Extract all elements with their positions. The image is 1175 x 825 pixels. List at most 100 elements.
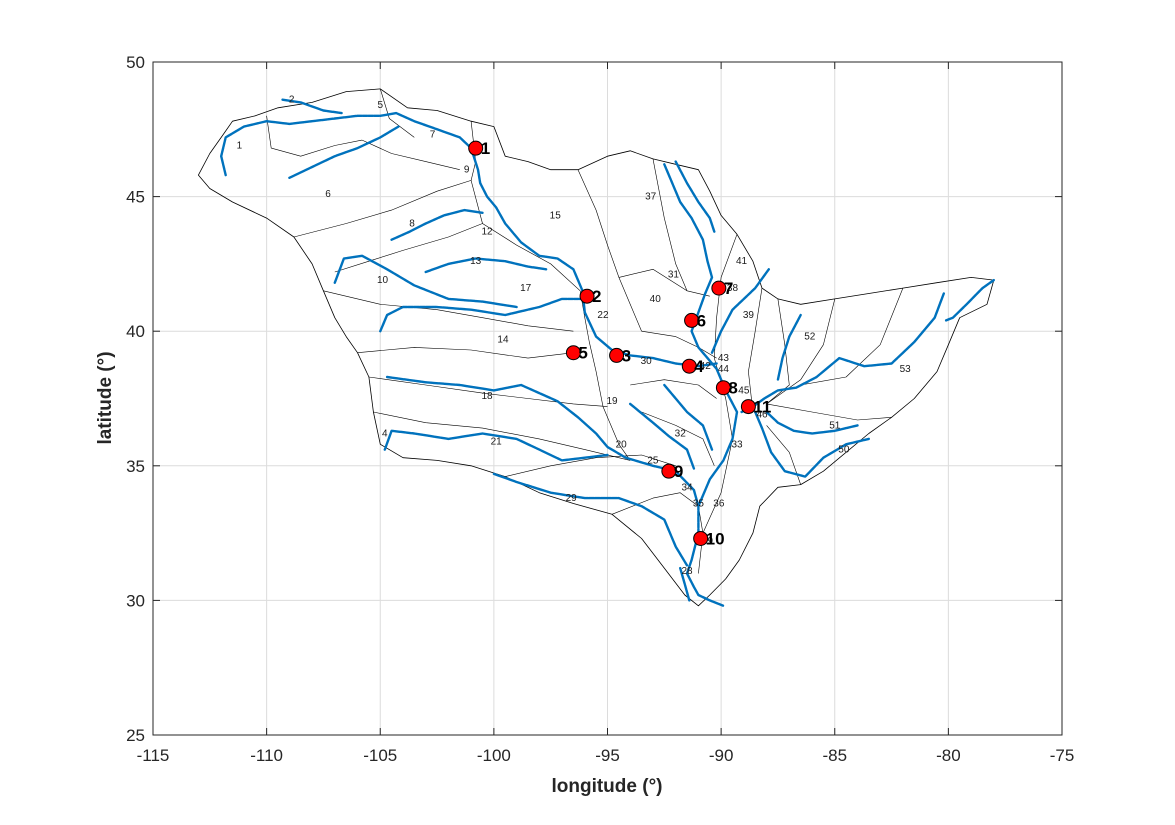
- basin-outline-layer: [198, 88, 995, 607]
- river-line: [710, 268, 770, 354]
- x-tick-label: -75: [1050, 746, 1075, 765]
- x-tick-label: -100: [477, 746, 511, 765]
- river-line: [765, 410, 859, 435]
- subbasin-label: 10: [377, 275, 389, 286]
- subbasin-boundary: [611, 492, 704, 534]
- gauge-label: 3: [622, 346, 631, 365]
- subbasin-boundary: [266, 115, 363, 157]
- x-tick-label: -90: [709, 746, 734, 765]
- gauge-station[interactable]: 11: [740, 398, 771, 417]
- subbasin-label: 18: [481, 391, 493, 402]
- subbasin-boundary: [748, 288, 763, 413]
- subbasin-boundary: [293, 180, 472, 238]
- gauge-station[interactable]: 7: [711, 279, 733, 298]
- river-line: [424, 257, 548, 274]
- subbasin-label: 29: [566, 493, 578, 504]
- river-line: [629, 402, 696, 470]
- subbasin-label: 46: [756, 410, 768, 421]
- river-line: [220, 111, 718, 368]
- x-tick-label: -115: [137, 746, 170, 765]
- gauge-marker[interactable]: [579, 288, 595, 304]
- subbasin-boundary: [652, 158, 688, 291]
- subbasin-label: 22: [597, 310, 609, 321]
- gauge-marker[interactable]: [684, 312, 700, 328]
- subbasin-boundary: [766, 298, 836, 405]
- gauge-label: 5: [578, 344, 587, 363]
- subbasin-boundary: [579, 290, 631, 461]
- subbasin-label: 14: [497, 334, 509, 345]
- subbasin-label: 45: [738, 385, 750, 396]
- river-line: [288, 125, 400, 179]
- gauge-marker[interactable]: [681, 358, 697, 374]
- subbasin-boundary: [577, 169, 642, 332]
- gauge-station[interactable]: 8: [715, 379, 738, 398]
- gauge-marker[interactable]: [609, 347, 625, 363]
- subbasin-label: 7: [430, 130, 436, 141]
- subbasin-label: 4: [382, 428, 388, 439]
- subbasin-label: 35: [693, 498, 705, 509]
- gauge-marker[interactable]: [740, 399, 756, 415]
- subbasin-label: 49: [702, 536, 714, 547]
- y-tick-label: 40: [126, 322, 145, 341]
- subbasin-label: 28: [681, 566, 693, 577]
- gauge-station[interactable]: 4: [681, 357, 704, 376]
- gauge-station[interactable]: 1: [468, 139, 490, 158]
- y-tick-label: 50: [126, 53, 145, 72]
- y-tick-label: 25: [126, 726, 145, 745]
- gauge-station[interactable]: 10: [693, 529, 725, 548]
- gauge-station[interactable]: 9: [661, 462, 683, 481]
- gauge-station[interactable]: 5: [565, 344, 588, 363]
- subbasin-boundary: [373, 411, 631, 461]
- gauge-label: 6: [697, 311, 706, 330]
- gauge-label: 2: [592, 287, 601, 306]
- subbasin-label: 2: [289, 95, 295, 106]
- y-tick-label: 30: [126, 591, 145, 610]
- gauge-label: 1: [481, 139, 490, 158]
- river-network: [220, 98, 995, 607]
- grid: [153, 62, 1062, 735]
- axis-ticks: -115 -110 -105 -100 -95 -90 -85 -80 -75253035404…: [126, 53, 1074, 765]
- subbasin-boundary: [766, 298, 790, 405]
- subbasin-label: 34: [681, 482, 693, 493]
- gauge-station[interactable]: 3: [609, 346, 631, 365]
- subbasin-boundary: [361, 139, 460, 170]
- subbasin-label: 21: [491, 437, 503, 448]
- gauge-station[interactable]: 2: [579, 287, 602, 306]
- subbasin-boundary: [800, 287, 904, 386]
- river-line: [674, 160, 716, 233]
- river-line: [379, 297, 582, 333]
- gauge-station[interactable]: 6: [684, 311, 706, 330]
- subbasin-boundary: [334, 223, 483, 273]
- subbasin-label: 42: [700, 361, 712, 372]
- basin-outline: [198, 88, 995, 607]
- subbasin-boundaries: [266, 88, 904, 574]
- gauge-label: 7: [724, 279, 733, 298]
- subbasin-label: 13: [470, 256, 482, 267]
- subbasin-boundary: [505, 454, 676, 477]
- river-line: [390, 208, 484, 241]
- subbasin-boundary: [368, 376, 608, 407]
- gauge-marker[interactable]: [693, 530, 709, 546]
- x-tick-label: -85: [822, 746, 847, 765]
- river-line: [281, 98, 343, 115]
- gauge-marker[interactable]: [468, 140, 484, 156]
- river-line: [776, 313, 802, 381]
- gauge-marker[interactable]: [711, 280, 727, 296]
- gauge-label: 8: [728, 379, 737, 398]
- subbasin-label: 50: [838, 445, 850, 456]
- subbasin-label: 43: [718, 353, 730, 364]
- river-line: [679, 566, 691, 602]
- subbasin-label: 9: [464, 165, 470, 176]
- subbasin-label: 32: [675, 428, 687, 439]
- gauge-label: 9: [674, 462, 683, 481]
- subbasin-boundary: [618, 269, 710, 297]
- gauge-label: 11: [753, 398, 771, 417]
- river-line: [740, 292, 945, 414]
- gauge-marker[interactable]: [661, 463, 677, 479]
- subbasin-label: 20: [616, 439, 628, 450]
- gauge-marker[interactable]: [715, 380, 731, 396]
- gauge-marker[interactable]: [565, 345, 581, 361]
- y-axis-label: latitude (°): [95, 351, 116, 444]
- subbasin-boundary: [766, 403, 892, 421]
